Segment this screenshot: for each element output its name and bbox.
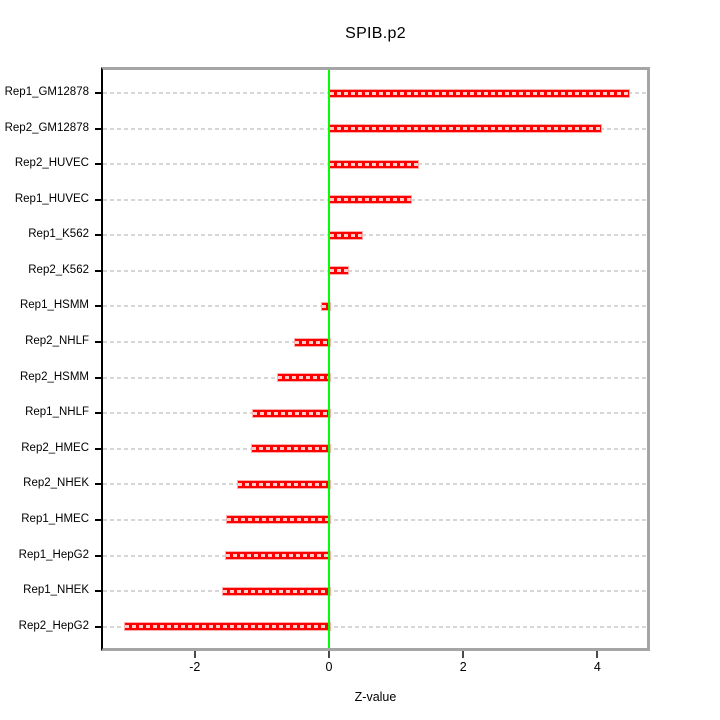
y-tick bbox=[95, 127, 101, 130]
bar bbox=[251, 408, 331, 418]
y-tick bbox=[95, 625, 101, 628]
y-tick-label: Rep1_HSMM bbox=[19, 299, 89, 312]
gridline bbox=[103, 376, 648, 379]
y-tick bbox=[95, 590, 101, 593]
x-tick bbox=[462, 651, 465, 658]
bar bbox=[329, 230, 363, 240]
y-tick bbox=[95, 305, 101, 308]
gridline bbox=[103, 590, 648, 593]
gridline bbox=[103, 554, 648, 557]
y-tick-label: Rep2_HSMM bbox=[19, 370, 89, 383]
bar bbox=[294, 337, 331, 347]
gridline bbox=[103, 625, 648, 628]
bar bbox=[226, 515, 331, 525]
x-tick-label: 4 bbox=[593, 660, 601, 674]
y-tick bbox=[95, 198, 101, 201]
y-tick-label: Rep1_NHEK bbox=[23, 584, 89, 597]
bar bbox=[222, 586, 331, 596]
y-tick bbox=[95, 163, 101, 166]
zero-line bbox=[328, 70, 330, 651]
y-tick bbox=[95, 554, 101, 557]
y-tick bbox=[95, 341, 101, 344]
y-tick-label: Rep1_HepG2 bbox=[18, 548, 89, 561]
x-tick-label: 0 bbox=[325, 660, 333, 674]
y-tick-label: Rep2_NHLF bbox=[25, 335, 89, 348]
bar bbox=[123, 622, 331, 632]
y-tick bbox=[95, 92, 101, 94]
x-tick bbox=[328, 651, 330, 658]
x-tick bbox=[193, 651, 196, 658]
bar bbox=[320, 301, 331, 311]
bar bbox=[251, 444, 331, 454]
bar bbox=[329, 124, 603, 134]
y-tick-label: Rep1_HMEC bbox=[21, 512, 89, 525]
x-tick-label: 2 bbox=[459, 660, 467, 674]
y-tick bbox=[95, 518, 101, 521]
x-tick-label: -2 bbox=[189, 660, 201, 674]
bar bbox=[237, 479, 331, 489]
bar bbox=[329, 266, 350, 276]
y-tick bbox=[95, 376, 101, 379]
y-tick bbox=[95, 483, 101, 486]
gridline bbox=[103, 269, 648, 272]
y-tick bbox=[95, 234, 101, 237]
gridline bbox=[103, 412, 648, 415]
y-tick bbox=[95, 412, 101, 415]
y-tick-label: Rep1_HUVEC bbox=[14, 192, 89, 205]
y-tick-label: Rep2_K562 bbox=[28, 263, 89, 276]
bar bbox=[224, 551, 331, 561]
y-tick-label: Rep1_K562 bbox=[28, 228, 89, 241]
bar bbox=[329, 88, 630, 98]
gridline bbox=[103, 234, 648, 237]
bar bbox=[276, 373, 331, 383]
y-tick-label: Rep2_NHEK bbox=[23, 477, 89, 490]
y-tick-label: Rep1_GM12878 bbox=[4, 86, 89, 98]
y-tick-label: Rep1_NHLF bbox=[25, 406, 89, 419]
y-tick bbox=[95, 269, 101, 272]
gridline bbox=[103, 518, 648, 521]
plot-area bbox=[103, 70, 648, 651]
y-tick-label: Rep2_HUVEC bbox=[14, 157, 89, 170]
chart-title: SPIB.p2 bbox=[345, 25, 406, 42]
gridline bbox=[103, 341, 648, 344]
x-tick bbox=[596, 651, 599, 658]
y-tick-label: Rep2_HMEC bbox=[21, 441, 89, 454]
y-tick-label: Rep2_HepG2 bbox=[18, 619, 89, 632]
y-tick-label: Rep2_GM12878 bbox=[4, 121, 89, 134]
gridline bbox=[103, 447, 648, 450]
gridline bbox=[103, 305, 648, 308]
bar bbox=[329, 195, 412, 205]
bar bbox=[329, 159, 419, 169]
x-axis-label: Z-value bbox=[354, 690, 397, 704]
gridline bbox=[103, 483, 648, 486]
y-tick bbox=[95, 447, 101, 450]
